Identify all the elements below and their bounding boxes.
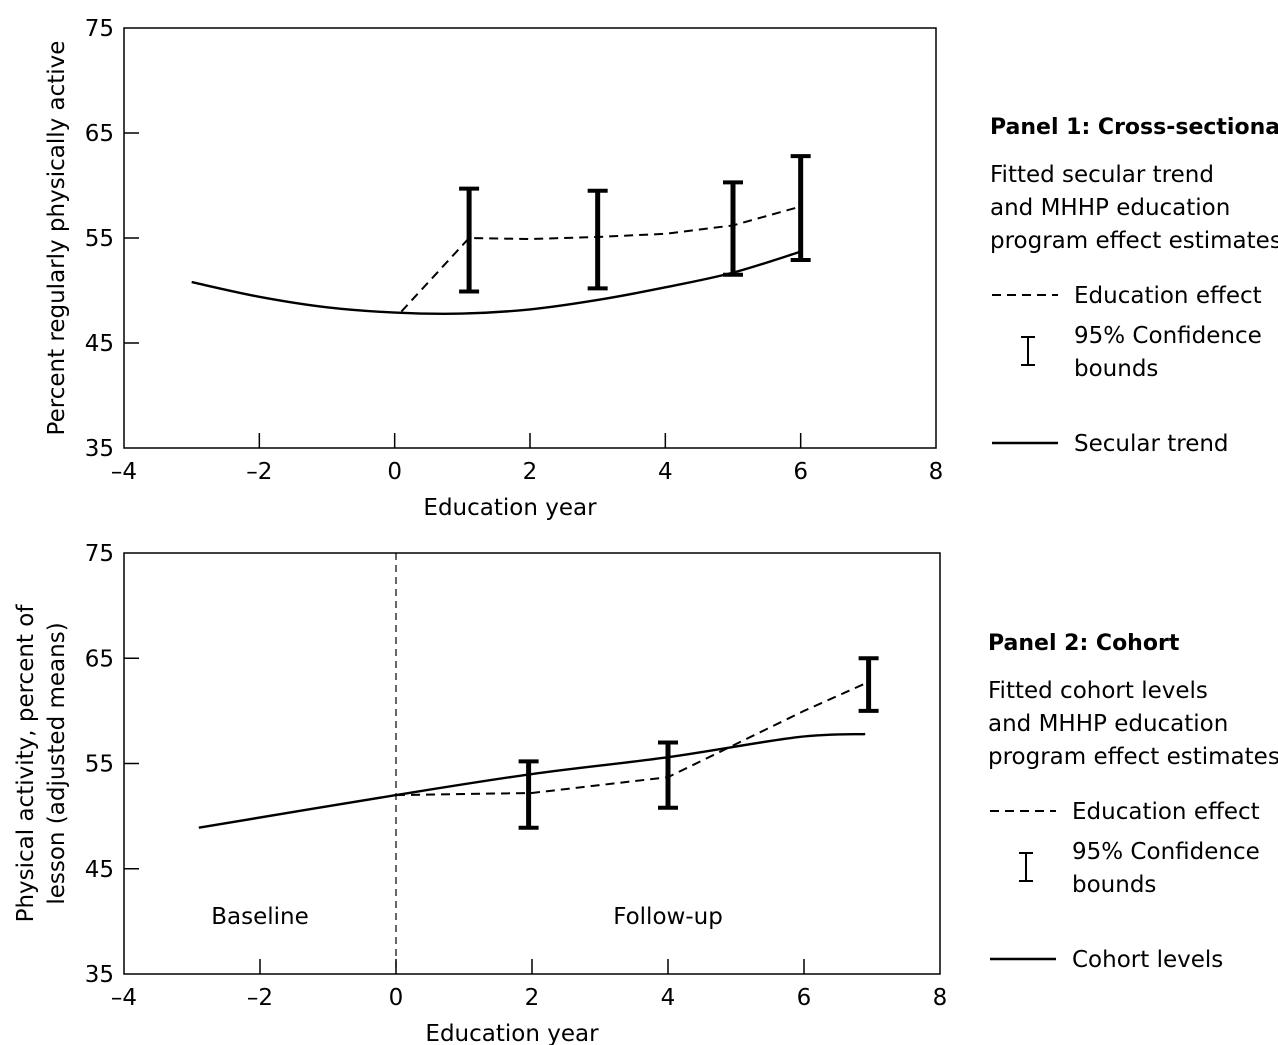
- confidence-bound-errorbar: [518, 759, 539, 830]
- legend-item-label: bounds: [1072, 872, 1156, 898]
- x-tick-label: 4: [658, 459, 673, 485]
- x-tick-label: 0: [389, 985, 404, 1011]
- x-axis-label: Education year: [423, 495, 597, 521]
- legend-item-label: Cohort levels: [1072, 947, 1223, 973]
- education-effect-line: [395, 682, 866, 797]
- legend-panel-1: Panel 1: Cross-sectional Fitted secular t…: [990, 115, 1278, 457]
- x-tick-label: 4: [661, 985, 676, 1011]
- y-tick-label: 75: [85, 541, 114, 567]
- x-tick-label: –2: [247, 985, 273, 1011]
- annotation-baseline: Baseline: [211, 904, 309, 930]
- y-tick-label: 45: [85, 857, 114, 883]
- chart-panel-1: –4 –2 0 2 4 6 8 35 45 55 65 75 Education year Percent…: [44, 16, 943, 521]
- x-tick-label: 2: [525, 985, 540, 1011]
- legend-item-label: Secular trend: [1074, 431, 1229, 457]
- legend-item-label: 95% Confidence: [1072, 839, 1260, 865]
- x-tick-label: –2: [246, 459, 272, 485]
- x-tick-label: 6: [793, 459, 808, 485]
- x-tick-label: 8: [929, 459, 944, 485]
- legend-item-label: Education effect: [1074, 283, 1262, 309]
- y-tick-label: 35: [85, 962, 114, 988]
- legend-item-label: bounds: [1074, 356, 1158, 382]
- x-tick-label: –4: [111, 985, 137, 1011]
- x-tick-label: 6: [797, 985, 812, 1011]
- trend-line: [191, 250, 802, 316]
- confidence-bound-errorbar: [723, 180, 743, 277]
- y-axis-label-line: Physical activity, percent of: [13, 604, 39, 923]
- y-tick-label: 65: [85, 646, 114, 672]
- legend-subtitle-line: program effect estimates: [988, 744, 1278, 770]
- legend-subtitle-line: and MHHP education: [988, 711, 1228, 737]
- education-effect-line: [400, 205, 801, 313]
- confidence-bound-errorbar: [459, 186, 480, 294]
- y-tick-label: 55: [85, 752, 114, 778]
- x-tick-label: 2: [523, 459, 538, 485]
- x-tick-label: 8: [933, 985, 948, 1011]
- y-tick-label: 55: [85, 226, 114, 252]
- legend-panel-2: Panel 2: Cohort Fitted cohort levels and M…: [988, 631, 1278, 973]
- y-tick-label: 45: [85, 331, 114, 357]
- legend-item-label: 95% Confidence: [1074, 323, 1262, 349]
- confidence-bound-errorbar: [858, 656, 879, 713]
- y-axis-label-line: lesson (adjusted means): [44, 622, 70, 904]
- confidence-bound-errorbar: [790, 154, 811, 263]
- legend-title: Panel 1: Cross-sectional: [990, 115, 1278, 140]
- chart-panel-2: –4 –2 0 2 4 6 8 35 45 55 65 75 Education year Physica…: [13, 541, 947, 1045]
- x-tick-label: –4: [111, 459, 137, 485]
- trend-line: [198, 732, 866, 829]
- legend-title: Panel 2: Cohort: [988, 631, 1180, 656]
- legend-subtitle-line: program effect estimates: [990, 228, 1278, 254]
- plot-frame: [123, 27, 937, 449]
- confidence-bound-errorbar: [658, 740, 678, 810]
- y-tick-label: 35: [85, 436, 114, 462]
- legend-subtitle-line: Fitted secular trend: [990, 162, 1214, 188]
- legend-subtitle-line: and MHHP education: [990, 195, 1230, 221]
- confidence-bound-errorbar: [587, 188, 608, 291]
- legend-subtitle-line: Fitted cohort levels: [988, 678, 1208, 704]
- y-tick-label: 75: [85, 16, 114, 42]
- annotation-follow-up: Follow-up: [613, 904, 723, 930]
- y-tick-label: 65: [85, 121, 114, 147]
- legend-item-label: Education effect: [1072, 799, 1260, 825]
- y-axis-label: Percent regularly physically active: [44, 41, 70, 436]
- x-tick-label: 0: [387, 459, 402, 485]
- x-axis-label: Education year: [425, 1021, 599, 1045]
